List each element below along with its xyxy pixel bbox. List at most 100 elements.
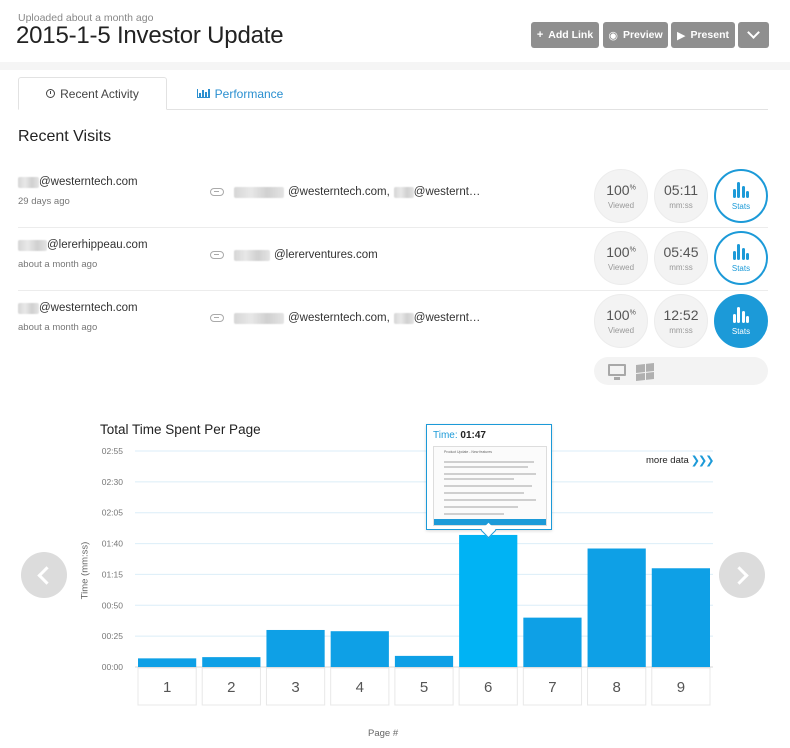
bar	[523, 617, 582, 667]
present-label: Present	[690, 29, 729, 41]
stats-icon	[732, 306, 750, 323]
page-title: 2015-1-5 Investor Update	[16, 22, 284, 49]
bar	[459, 534, 518, 667]
row-divider	[18, 290, 768, 291]
preview-label: Preview	[622, 29, 663, 41]
stats-button[interactable]: Stats	[714, 169, 768, 223]
redacted-name	[234, 249, 270, 261]
viewed-percent: 100% Viewed	[594, 294, 648, 348]
x-axis-label: Page #	[368, 728, 399, 739]
recipient-b: @westernt…	[413, 186, 481, 198]
x-tick-label: 4	[356, 679, 364, 696]
x-category-cell	[458, 667, 518, 706]
visit-row: @westerntech.com about a month ago @west…	[18, 292, 768, 355]
redacted-name	[234, 186, 284, 198]
stats-button[interactable]: Stats	[714, 231, 768, 285]
redacted-name	[18, 176, 39, 188]
tab-recent-label: Recent Activity	[60, 86, 139, 101]
y-tick-label: 02:05	[102, 508, 124, 518]
device-info	[594, 357, 768, 385]
x-tick-label: 8	[612, 679, 620, 696]
viewed-value: 100	[606, 306, 630, 323]
thumb-footer	[434, 519, 546, 525]
more-data-label: more data	[646, 455, 689, 466]
bar-tooltip: Time: 01:47 Product Update - New feature…	[426, 424, 552, 530]
header: Uploaded about a month ago 2015-1-5 Inve…	[0, 0, 790, 62]
y-tick-label: 02:30	[102, 477, 124, 487]
viewed-unit: %	[629, 245, 636, 253]
chevron-right-icon	[730, 565, 749, 585]
bar-chart-icon	[196, 89, 210, 98]
x-tick-label: 5	[420, 679, 428, 696]
x-tick-label: 7	[548, 679, 556, 696]
bar	[651, 568, 710, 667]
visit-row: @westerntech.com 29 days ago @westerntec…	[18, 166, 768, 229]
thumb-line	[444, 466, 528, 468]
duration-label: mm:ss	[669, 325, 693, 335]
y-tick-label: 01:15	[102, 569, 124, 579]
duration: 05:45 mm:ss	[654, 231, 708, 285]
x-tick-label: 6	[484, 679, 492, 696]
play-icon: ▶	[677, 29, 686, 42]
tab-performance-label: Performance	[214, 86, 284, 101]
thumbnail-heading: Product Update - New features	[444, 450, 493, 454]
eye-icon: ◉	[608, 29, 618, 42]
tabs-underline	[18, 109, 768, 110]
clock-icon	[46, 89, 56, 98]
visitor-email: @lererhippeau.com	[18, 239, 148, 251]
page-thumbnail: Product Update - New features	[433, 446, 547, 526]
plus-icon: +	[536, 29, 544, 41]
visitor-email-domain: @lererhippeau.com	[47, 239, 148, 251]
y-tick-label: 00:00	[102, 662, 124, 672]
y-axis-label: Time (mm:ss)	[79, 541, 91, 600]
tooltip-label: Time:	[433, 430, 458, 441]
bar	[138, 658, 197, 667]
more-options-button[interactable]	[738, 22, 769, 48]
y-tick-label: 02:55	[102, 446, 124, 456]
tooltip-value: 01:47	[460, 430, 486, 441]
viewed-unit: %	[629, 183, 636, 191]
bar	[202, 657, 261, 667]
previous-arrow[interactable]	[21, 552, 67, 598]
x-category-cell	[394, 667, 454, 706]
x-category-cell	[651, 667, 711, 706]
next-arrow[interactable]	[719, 552, 765, 598]
thumb-line	[444, 473, 536, 475]
stats-button[interactable]: Stats	[714, 294, 768, 348]
visitor-email-domain: @westerntech.com	[39, 302, 138, 314]
viewed-percent: 100% Viewed	[594, 169, 648, 223]
duration-value: 12:52	[663, 306, 699, 323]
thumb-line	[444, 499, 536, 501]
y-tick-label: 01:40	[102, 539, 124, 549]
visitor-email: @westerntech.com	[18, 302, 138, 314]
duration-value: 05:11	[664, 181, 698, 198]
tooltip-time: Time: 01:47	[433, 430, 486, 441]
recipient-a: @westerntech.com,	[288, 312, 390, 324]
present-button[interactable]: ▶ Present	[671, 22, 735, 48]
thumb-line	[444, 485, 532, 487]
recipient-b: @westernt…	[413, 312, 481, 324]
tab-performance[interactable]: Performance	[170, 77, 310, 110]
recipients: @westerntech.com, @westernt…	[210, 312, 480, 324]
duration-value: 05:45	[663, 243, 699, 260]
duration: 05:11 mm:ss	[654, 169, 708, 223]
recipient-a: @westerntech.com,	[288, 186, 390, 198]
header-divider	[0, 62, 790, 70]
add-link-button[interactable]: + Add Link	[531, 22, 599, 48]
x-category-cell	[137, 667, 197, 706]
recipients: @westerntech.com, @westernt…	[210, 186, 480, 198]
stats-icon	[732, 181, 750, 198]
stats-label: Stats	[731, 201, 751, 211]
bar	[587, 548, 646, 667]
visitor-email-domain: @westerntech.com	[39, 176, 138, 188]
desktop-icon	[608, 364, 626, 380]
x-category-cell	[330, 667, 390, 706]
preview-button[interactable]: ◉ Preview	[603, 22, 668, 48]
viewed-label: Viewed	[607, 200, 635, 210]
tab-recent-activity[interactable]: Recent Activity	[18, 77, 167, 110]
duration: 12:52 mm:ss	[654, 294, 708, 348]
duration-label: mm:ss	[669, 200, 693, 210]
more-data-link[interactable]: more data ❯❯❯	[646, 454, 714, 467]
